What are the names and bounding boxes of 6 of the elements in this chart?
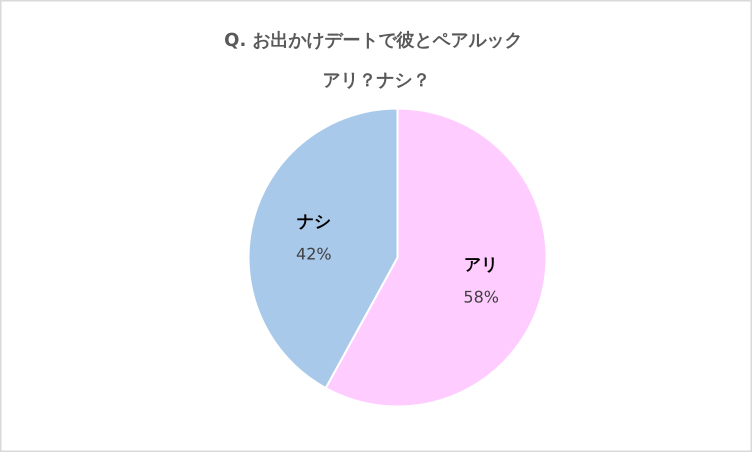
slice-label: アリ [464,254,498,275]
chart-title: Q. お出かけデートで彼とペアルック [224,30,523,51]
data-label: 42% [296,244,332,264]
chart-subtitle: アリ？ナシ？ [322,70,430,91]
slice-label: ナシ [296,212,331,232]
data-label: 58% [463,287,499,306]
